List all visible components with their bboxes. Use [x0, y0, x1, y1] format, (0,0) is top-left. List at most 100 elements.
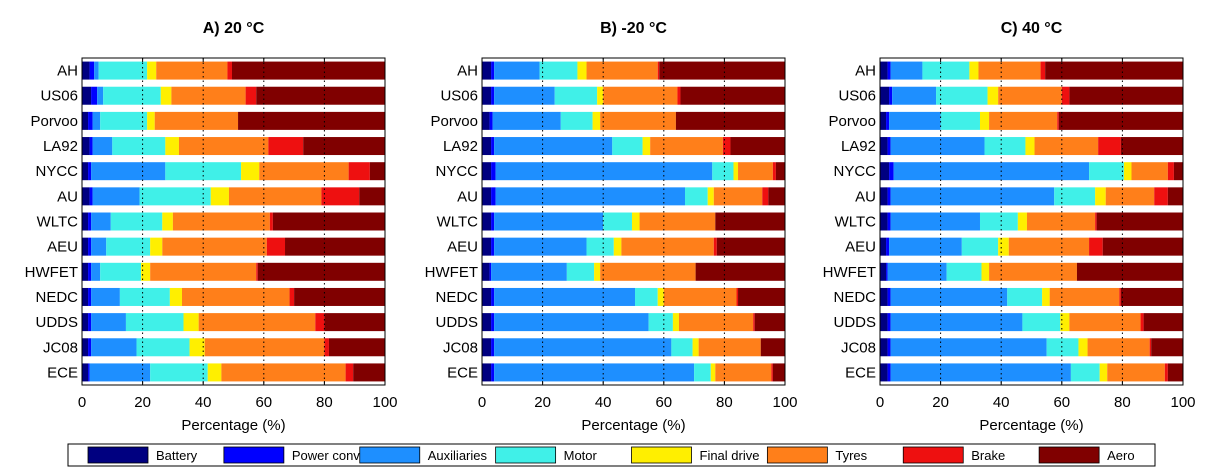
bar-segment	[482, 86, 492, 105]
bar-segment	[707, 187, 714, 206]
bar-segment	[1058, 111, 1183, 130]
legend-label: Battery	[156, 448, 198, 463]
bar-segment	[692, 338, 699, 357]
bar-segment	[1167, 187, 1183, 206]
x-tick-label: 80	[716, 394, 733, 411]
bar-segment	[110, 212, 163, 231]
bar-segment	[887, 187, 891, 206]
bar-segment	[880, 237, 887, 256]
category-label: LA92	[443, 138, 478, 155]
bar-segment	[1143, 313, 1183, 332]
bar-segment	[494, 363, 695, 382]
bar-segment	[600, 111, 676, 130]
bar-segment	[890, 287, 1008, 306]
bar-segment	[880, 162, 890, 181]
bar-segment	[663, 287, 737, 306]
bar-segment	[890, 363, 1071, 382]
bar-segment	[597, 86, 604, 105]
bar-segment	[88, 287, 92, 306]
bar-segment	[880, 61, 888, 80]
bar-segment	[1078, 338, 1088, 357]
x-tick-label: 0	[78, 394, 86, 411]
bar-segment	[303, 137, 385, 156]
bar-segment	[321, 187, 360, 206]
category-label: NYCC	[833, 163, 876, 180]
bar-segment	[89, 137, 93, 156]
bar-segment	[160, 86, 172, 105]
bar-segment	[940, 111, 980, 130]
bar-segment	[984, 137, 1026, 156]
bar-segment	[1045, 61, 1183, 80]
bar-segment	[181, 287, 290, 306]
x-tick-label: 20	[534, 394, 551, 411]
legend-swatch	[359, 446, 421, 464]
category-label: AU	[855, 188, 876, 205]
category-label: US06	[440, 88, 478, 105]
category-label: UDDS	[833, 314, 876, 331]
bar-segment	[94, 61, 99, 80]
bar-segment	[91, 287, 120, 306]
bar-segment	[82, 187, 90, 206]
bar-segment	[100, 111, 148, 130]
bar-segment	[491, 212, 495, 231]
category-label: WLTC	[37, 214, 79, 231]
category-label: Porvoo	[30, 113, 78, 130]
bar-segment	[659, 61, 785, 80]
bar-segment	[482, 313, 492, 332]
bar-segment	[1069, 86, 1183, 105]
bar-segment	[1076, 262, 1183, 281]
bar-segment	[1089, 237, 1103, 256]
bar-segment	[103, 86, 161, 105]
bar-segment	[482, 287, 492, 306]
bar-segment	[491, 61, 495, 80]
bar-segment	[92, 137, 113, 156]
bar-segment	[88, 338, 92, 357]
bar-segment	[560, 111, 593, 130]
category-label: NEDC	[35, 289, 78, 306]
bar-segment	[577, 61, 587, 80]
bar-segment	[880, 111, 887, 130]
bar-segment	[221, 363, 346, 382]
bar-segment	[169, 287, 182, 306]
bar-segment	[685, 187, 708, 206]
category-label: AU	[57, 188, 78, 205]
bar-segment	[82, 111, 89, 130]
bar-segment	[82, 287, 89, 306]
bar-segment	[491, 86, 495, 105]
bar-segment	[736, 287, 739, 306]
category-label: US06	[40, 88, 78, 105]
bar-segment	[272, 212, 385, 231]
bar-segment	[482, 162, 492, 181]
bar-segment	[172, 212, 270, 231]
bar-segment	[1120, 287, 1183, 306]
bar-segment	[1107, 363, 1165, 382]
bar-segment	[775, 162, 785, 181]
bar-segment	[890, 338, 1047, 357]
bar-segment	[880, 212, 888, 231]
bar-segment	[887, 287, 891, 306]
bar-segment	[88, 313, 92, 332]
bar-segment	[713, 187, 763, 206]
category-label: JC08	[43, 339, 78, 356]
bar-segment	[586, 237, 614, 256]
bar-segment	[922, 61, 970, 80]
bar-segment	[482, 212, 492, 231]
bar-segment	[139, 187, 211, 206]
bar-segment	[256, 262, 258, 281]
bar-segment	[887, 212, 891, 231]
bar-segment	[987, 86, 999, 105]
x-tick-label: 60	[655, 394, 672, 411]
bar-segment	[494, 237, 587, 256]
bar-segment	[893, 162, 1090, 181]
bar-segment	[97, 86, 104, 105]
bar-segment	[1007, 287, 1043, 306]
category-label: WLTC	[835, 214, 877, 231]
bar-segment	[92, 187, 140, 206]
category-label: WLTC	[437, 214, 479, 231]
bar-segment	[1046, 338, 1079, 357]
bar-segment	[482, 187, 492, 206]
bar-segment	[345, 363, 354, 382]
bar-segment	[672, 313, 679, 332]
bar-segment	[1096, 212, 1183, 231]
bar-segment	[603, 212, 632, 231]
